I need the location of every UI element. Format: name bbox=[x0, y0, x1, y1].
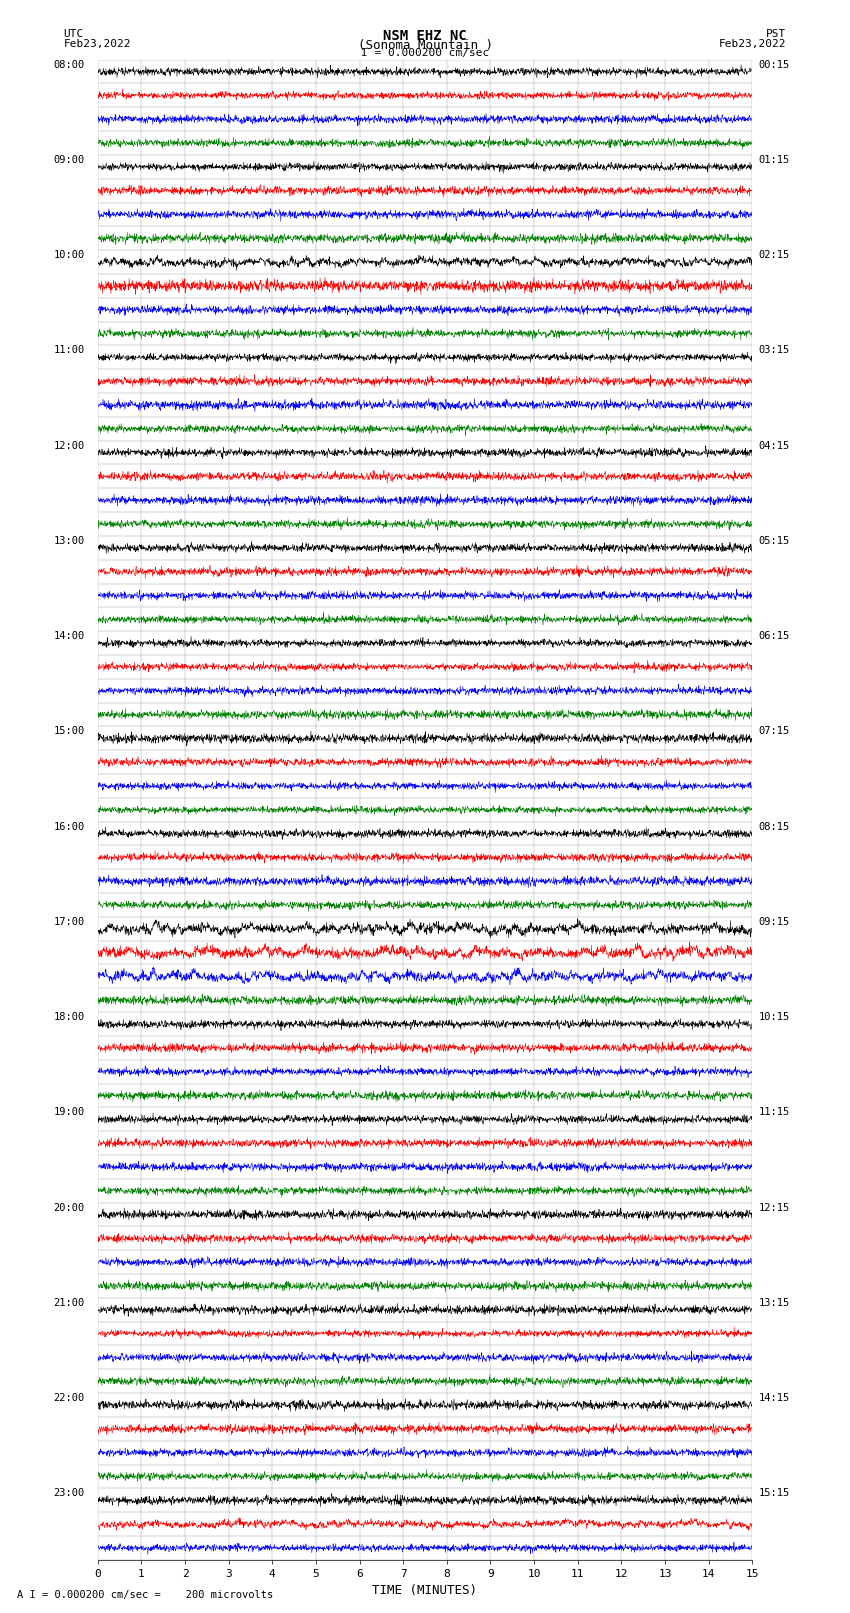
Text: 19:00: 19:00 bbox=[54, 1108, 85, 1118]
Text: 10:15: 10:15 bbox=[759, 1011, 790, 1023]
Text: 15:15: 15:15 bbox=[759, 1489, 790, 1498]
Text: Feb23,2022: Feb23,2022 bbox=[719, 39, 786, 48]
Text: 05:15: 05:15 bbox=[759, 536, 790, 545]
Text: 23:00: 23:00 bbox=[54, 1489, 85, 1498]
Text: 08:15: 08:15 bbox=[759, 821, 790, 832]
Text: 08:00: 08:00 bbox=[54, 60, 85, 69]
X-axis label: TIME (MINUTES): TIME (MINUTES) bbox=[372, 1584, 478, 1597]
Text: 14:00: 14:00 bbox=[54, 631, 85, 640]
Text: 14:15: 14:15 bbox=[759, 1394, 790, 1403]
Text: 11:00: 11:00 bbox=[54, 345, 85, 355]
Text: 20:00: 20:00 bbox=[54, 1203, 85, 1213]
Text: 18:00: 18:00 bbox=[54, 1011, 85, 1023]
Text: (Sonoma Mountain ): (Sonoma Mountain ) bbox=[358, 39, 492, 52]
Text: 12:15: 12:15 bbox=[759, 1203, 790, 1213]
Text: 13:00: 13:00 bbox=[54, 536, 85, 545]
Text: 02:15: 02:15 bbox=[759, 250, 790, 260]
Text: 03:15: 03:15 bbox=[759, 345, 790, 355]
Text: I = 0.000200 cm/sec: I = 0.000200 cm/sec bbox=[361, 48, 489, 58]
Text: 13:15: 13:15 bbox=[759, 1298, 790, 1308]
Text: 21:00: 21:00 bbox=[54, 1298, 85, 1308]
Text: 11:15: 11:15 bbox=[759, 1108, 790, 1118]
Text: PST: PST bbox=[766, 29, 786, 39]
Text: 15:00: 15:00 bbox=[54, 726, 85, 737]
Text: 06:15: 06:15 bbox=[759, 631, 790, 640]
Text: 10:00: 10:00 bbox=[54, 250, 85, 260]
Text: 07:15: 07:15 bbox=[759, 726, 790, 737]
Text: NSM EHZ NC: NSM EHZ NC bbox=[383, 29, 467, 44]
Text: Feb23,2022: Feb23,2022 bbox=[64, 39, 131, 48]
Text: 12:00: 12:00 bbox=[54, 440, 85, 450]
Text: 04:15: 04:15 bbox=[759, 440, 790, 450]
Text: 00:15: 00:15 bbox=[759, 60, 790, 69]
Text: 09:00: 09:00 bbox=[54, 155, 85, 165]
Text: 17:00: 17:00 bbox=[54, 916, 85, 927]
Text: UTC: UTC bbox=[64, 29, 84, 39]
Text: 01:15: 01:15 bbox=[759, 155, 790, 165]
Text: 09:15: 09:15 bbox=[759, 916, 790, 927]
Text: A I = 0.000200 cm/sec =    200 microvolts: A I = 0.000200 cm/sec = 200 microvolts bbox=[17, 1590, 273, 1600]
Text: 22:00: 22:00 bbox=[54, 1394, 85, 1403]
Text: 16:00: 16:00 bbox=[54, 821, 85, 832]
